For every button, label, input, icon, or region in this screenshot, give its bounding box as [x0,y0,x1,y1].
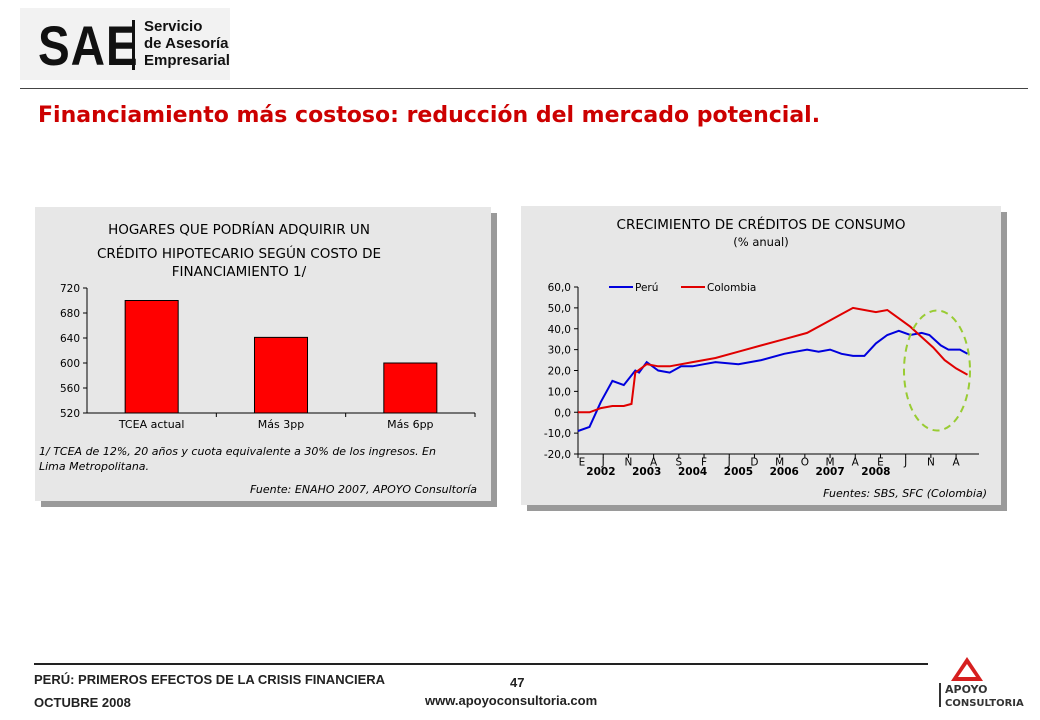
line-month-label: A [852,456,860,468]
sae-logo: SAE Servicio de Asesoría Empresarial [20,8,230,80]
line-month-label: O [801,456,809,468]
logo-text: Servicio de Asesoría Empresarial [144,18,230,69]
line-month-label: J [727,456,731,468]
apoyo-logo: APOYO CONSULTORIA [939,657,1024,709]
line-month-label: N [624,456,632,468]
slide-title: Financiamiento más costoso: reducción de… [38,103,821,128]
bar-category-label: Más 3pp [258,418,304,431]
bar-y-tick-label: 600 [60,358,80,370]
bar-chart-note-line-1: 1/ TCEA de 12%, 20 años y cuota equivale… [39,445,436,458]
line-year-label: 2006 [770,466,799,478]
line-chart-panel: CRECIMIENTO DE CRÉDITOS DE CONSUMO (% an… [521,206,1001,505]
series-line-colombia [578,306,968,414]
logo-line-2: de Asesoría [144,35,229,52]
line-month-label: F [701,456,707,468]
logo-line-1: Servicio [144,18,203,35]
line-month-label: A [952,456,960,468]
bar-y-tick-label: 720 [60,283,80,295]
line-year-label: 2002 [586,466,615,478]
legend-label: Colombia [707,282,756,294]
line-month-label: J [903,456,907,468]
line-chart-background [521,206,1001,505]
header-rule [20,88,1028,89]
bar-chart-title-line-3: FINANCIAMIENTO 1/ [172,264,307,280]
bar [253,336,309,414]
apoyo-logo-line-1: APOYO [945,683,987,696]
bar-category-label: TCEA actual [118,418,185,431]
line-y-tick-label: 30,0 [548,345,571,357]
bar-chart-note-line-2: Lima Metropolitana. [39,460,149,473]
line-month-label: M [826,456,835,468]
line-chart-title: CRECIMIENTO DE CRÉDITOS DE CONSUMO [617,216,906,233]
logo-divider [132,20,135,70]
line-year-label: 2008 [861,466,890,478]
bar-y-tick-label: 680 [60,308,80,320]
footer-rule [34,663,928,665]
line-y-tick-label: 60,0 [548,282,571,294]
line-chart-source: Fuentes: SBS, SFC (Colombia) [823,487,987,500]
apoyo-logo-line-2: CONSULTORIA [945,698,1024,709]
logo-mark: SAE [38,14,139,77]
line-month-label: S [675,456,682,468]
bar-chart: HOGARES QUE PODRÍAN ADQUIRIR UN CRÉDITO … [39,221,477,496]
line-month-label: E [579,456,586,468]
line-y-tick-label: 10,0 [548,386,571,398]
line-y-tick-label: -20,0 [544,449,571,461]
legend-label: Perú [635,282,658,294]
footer-date: OCTUBRE 2008 [34,695,131,710]
bar [124,300,179,414]
line-year-label: 2005 [724,466,753,478]
logo-line-3: Empresarial [144,52,230,69]
bar-chart-source: Fuente: ENAHO 2007, APOYO Consultoría [250,483,477,496]
bar-chart-title-line-2: CRÉDITO HIPOTECARIO SEGÚN COSTO DE [97,244,381,262]
bar-y-tick-label: 560 [60,383,80,395]
line-year-label: 2003 [632,466,661,478]
line-y-tick-label: -10,0 [544,428,571,440]
bar-y-tick-label: 520 [60,408,80,420]
line-month-label: D [750,456,758,468]
line-month-label: M [775,456,784,468]
bar-category-label: Más 6pp [387,418,433,431]
bar [383,362,438,414]
line-month-label: A [650,456,658,468]
line-year-label: 2004 [678,466,707,478]
bar-chart-title-line-1: HOGARES QUE PODRÍAN ADQUIRIR UN [108,221,370,238]
line-month-label: E [877,456,884,468]
footer-website: www.apoyoconsultoria.com [425,693,598,708]
line-year-label: 2007 [815,466,844,478]
line-month-label: J [601,456,605,468]
line-y-tick-label: 0,0 [554,407,571,419]
apoyo-logo-mark-inner [958,664,976,677]
apoyo-logo-bar [939,683,941,707]
footer-report-title: PERÚ: PRIMEROS EFECTOS DE LA CRISIS FINA… [34,672,386,687]
line-y-tick-label: 20,0 [548,366,571,378]
page-number: 47 [510,675,525,690]
bar-chart-panel: HOGARES QUE PODRÍAN ADQUIRIR UN CRÉDITO … [35,207,491,501]
line-month-label: N [927,456,935,468]
line-y-tick-label: 50,0 [548,303,571,315]
highlight-ellipse [902,309,971,432]
bar-y-tick-label: 640 [60,333,80,345]
series-line-peru [577,329,968,432]
line-chart: CRECIMIENTO DE CRÉDITOS DE CONSUMO (% an… [544,216,987,500]
line-chart-subtitle: (% anual) [733,235,788,249]
line-y-tick-label: 40,0 [548,324,571,336]
